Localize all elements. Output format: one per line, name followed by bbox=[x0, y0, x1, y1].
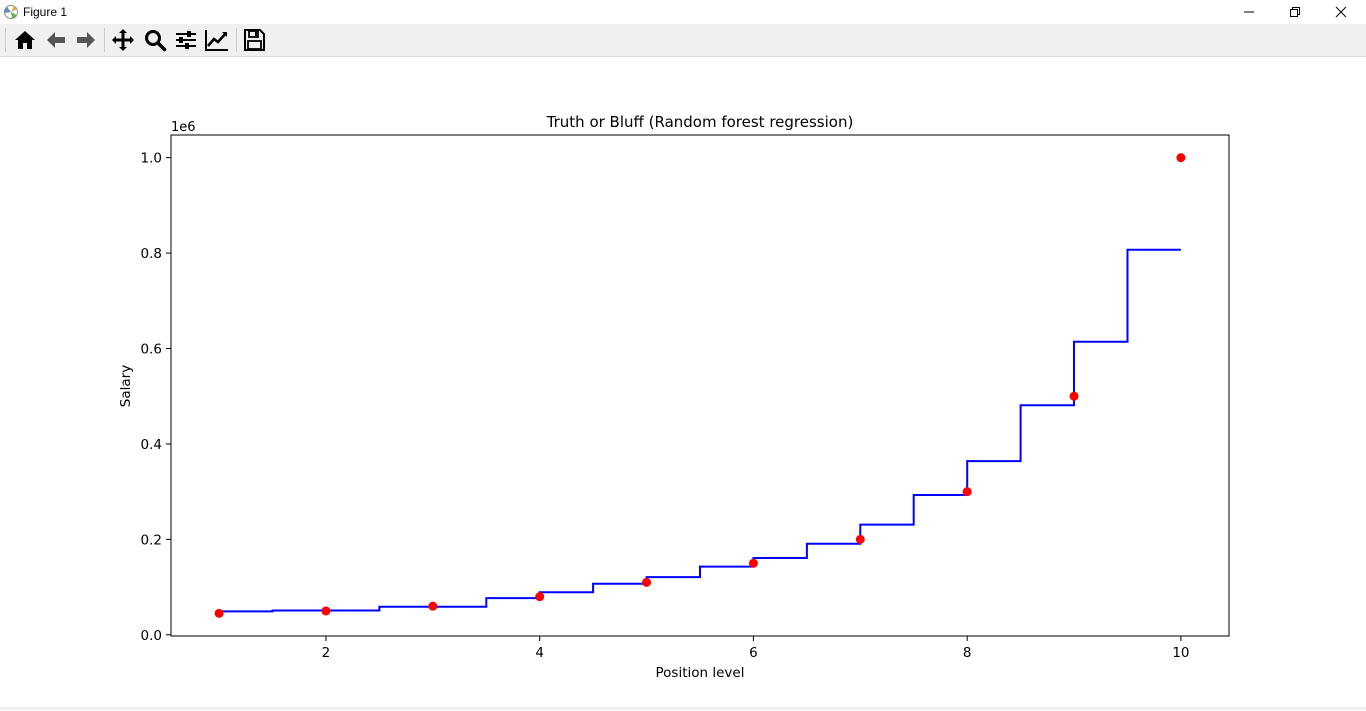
window-bottom-edge bbox=[0, 707, 1366, 710]
toolbar-separator bbox=[104, 28, 105, 52]
x-axis-label: Position level bbox=[656, 665, 745, 681]
toolbar-grip bbox=[5, 28, 6, 52]
home-icon bbox=[15, 31, 35, 49]
axes-frame bbox=[170, 134, 1230, 637]
y-tick-label: 0.2 bbox=[141, 532, 162, 548]
toolbar-separator bbox=[236, 28, 237, 52]
configure-subplots-button[interactable] bbox=[172, 26, 200, 54]
scatter-point bbox=[962, 487, 972, 497]
scatter-point bbox=[321, 606, 331, 616]
back-arrow-icon bbox=[47, 32, 65, 48]
forward-arrow-icon bbox=[77, 32, 95, 48]
x-tick-label: 10 bbox=[1172, 645, 1189, 661]
forward-button[interactable] bbox=[72, 26, 100, 54]
minimize-button[interactable] bbox=[1226, 0, 1272, 24]
save-button[interactable] bbox=[240, 26, 268, 54]
y-tick-label: 0.8 bbox=[141, 246, 162, 262]
x-tick-label: 6 bbox=[749, 645, 758, 661]
restore-button[interactable] bbox=[1272, 0, 1318, 24]
x-tick-label: 8 bbox=[963, 645, 972, 661]
back-button[interactable] bbox=[42, 26, 70, 54]
y-axis-ticks: 0.0 0.2 0.4 0.6 0.8 1.0 bbox=[141, 151, 171, 644]
scatter-point bbox=[428, 601, 438, 611]
scatter-point bbox=[642, 577, 652, 587]
close-icon bbox=[1335, 6, 1347, 18]
x-tick-label: 2 bbox=[322, 645, 331, 661]
y-axis-label: Salary bbox=[118, 365, 134, 407]
home-button[interactable] bbox=[11, 26, 39, 54]
scatter-point bbox=[1176, 153, 1186, 163]
edit-axis-icon bbox=[205, 30, 228, 51]
y-tick-label: 1.0 bbox=[141, 151, 162, 167]
save-floppy-icon bbox=[244, 29, 265, 51]
matplotlib-app-icon bbox=[4, 5, 18, 19]
window-title: Figure 1 bbox=[23, 5, 68, 19]
zoom-button[interactable] bbox=[141, 26, 169, 54]
x-tick-label: 4 bbox=[535, 645, 544, 661]
axes-background bbox=[171, 135, 1229, 636]
scatter-point bbox=[855, 534, 865, 544]
scatter-point bbox=[214, 608, 224, 618]
window-titlebar: Figure 1 bbox=[0, 0, 1366, 24]
y-tick-label: 0.4 bbox=[141, 437, 162, 453]
pan-move-icon bbox=[112, 29, 134, 51]
scatter-point bbox=[1069, 391, 1079, 401]
figure-canvas[interactable]: 2 4 6 8 10 0.0 0.2 0.4 0.6 0.8 1.0 Truth or Bluff… bbox=[0, 57, 1366, 707]
x-axis-ticks: 2 4 6 8 10 bbox=[322, 636, 1190, 661]
scatter-point bbox=[535, 592, 545, 602]
scatter-points-layer bbox=[214, 153, 1186, 618]
y-axis-offset-text: 1e6 bbox=[171, 120, 196, 135]
chart-title: Truth or Bluff (Random forest regression… bbox=[546, 113, 854, 131]
pan-button[interactable] bbox=[109, 26, 137, 54]
navigation-toolbar bbox=[0, 24, 1366, 57]
scatter-point bbox=[748, 558, 758, 568]
edit-axis-button[interactable] bbox=[203, 26, 231, 54]
y-tick-label: 0.6 bbox=[141, 342, 162, 358]
restore-icon bbox=[1290, 7, 1300, 17]
zoom-magnifier-icon bbox=[145, 30, 167, 52]
minimize-icon bbox=[1244, 11, 1254, 13]
close-button[interactable] bbox=[1318, 0, 1364, 24]
y-tick-label: 0.0 bbox=[141, 628, 162, 644]
configure-subplots-icon bbox=[176, 31, 196, 49]
chart[interactable]: 2 4 6 8 10 0.0 0.2 0.4 0.6 0.8 1.0 Truth or Bluff… bbox=[0, 57, 1366, 707]
